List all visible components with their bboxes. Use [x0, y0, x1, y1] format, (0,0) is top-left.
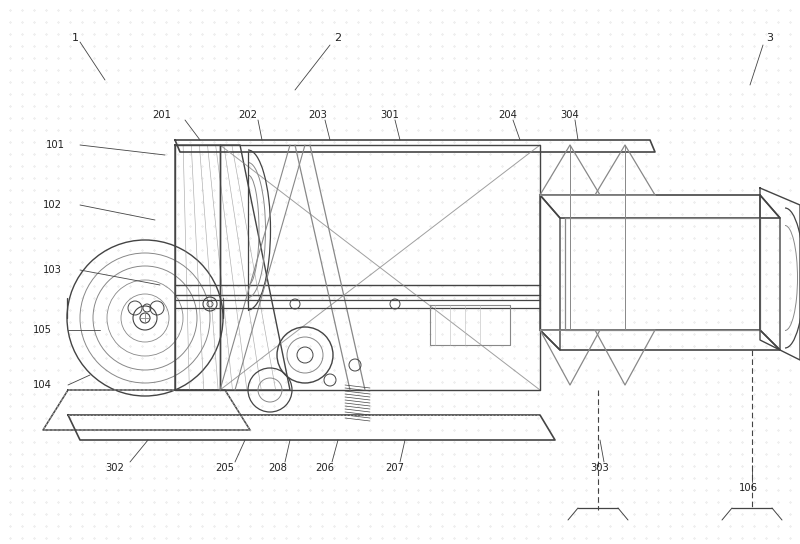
Text: 303: 303: [590, 463, 610, 473]
Text: 301: 301: [381, 110, 399, 120]
Text: 206: 206: [315, 463, 334, 473]
Text: 203: 203: [309, 110, 327, 120]
Text: 103: 103: [42, 265, 62, 275]
Text: 304: 304: [561, 110, 579, 120]
Text: 106: 106: [738, 483, 758, 493]
Text: 105: 105: [33, 325, 51, 335]
Text: 302: 302: [106, 463, 125, 473]
Text: 102: 102: [42, 200, 62, 210]
Text: 205: 205: [215, 463, 234, 473]
Text: 104: 104: [33, 380, 51, 390]
Text: 3: 3: [766, 33, 774, 43]
Text: 2: 2: [334, 33, 342, 43]
Text: 201: 201: [153, 110, 171, 120]
Text: 101: 101: [46, 140, 65, 150]
Text: 202: 202: [238, 110, 258, 120]
Text: 204: 204: [498, 110, 518, 120]
Text: 1: 1: [71, 33, 78, 43]
Text: 208: 208: [269, 463, 287, 473]
Text: 207: 207: [386, 463, 405, 473]
